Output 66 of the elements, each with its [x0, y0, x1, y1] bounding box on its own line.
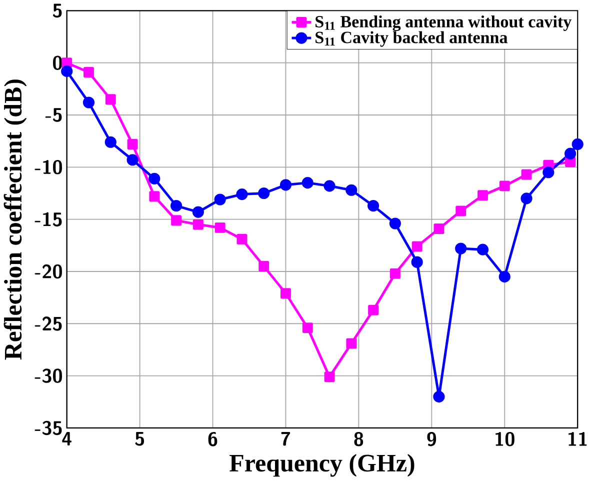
y-tick-label: 5 [52, 4, 62, 18]
point [476, 244, 489, 256]
point [390, 268, 400, 280]
point [324, 180, 336, 192]
point [84, 67, 94, 78]
point [433, 391, 445, 403]
y-tick-label: -35 [34, 421, 62, 436]
point [105, 94, 116, 105]
point [149, 191, 160, 202]
point [389, 218, 401, 230]
legend-label: S$_{11}$ Cavity backed antenna [316, 32, 508, 47]
point [542, 166, 554, 178]
point [368, 305, 379, 316]
point [258, 188, 270, 200]
point [280, 179, 292, 191]
point [564, 148, 576, 160]
point [148, 173, 160, 185]
point [236, 234, 248, 245]
point [192, 220, 204, 230]
legend-label: S$_{11}$ Bending antenna without cavity [316, 16, 572, 32]
x-axis-title: Frequency (GHz) [230, 454, 414, 477]
point [170, 200, 182, 212]
point [455, 242, 467, 255]
point [520, 192, 532, 204]
point [572, 138, 584, 150]
point [214, 194, 226, 206]
point [104, 136, 116, 148]
y-tick-label: -5 [45, 108, 62, 122]
point [521, 169, 532, 180]
x-tick-label: 4 [62, 432, 72, 446]
y-tick-label: -10 [34, 160, 62, 175]
point [214, 222, 226, 234]
point [258, 261, 270, 272]
x-tick-label: 6 [208, 432, 218, 446]
point [171, 215, 182, 226]
point [346, 338, 357, 349]
point [82, 96, 95, 109]
x-tick-label: 8 [354, 432, 364, 446]
y-tick-label: -30 [34, 368, 62, 384]
y-tick-label: -25 [34, 316, 62, 331]
point [302, 177, 314, 189]
y-tick-label: -20 [34, 264, 62, 279]
x-tick-label: 5 [135, 432, 144, 446]
point [302, 322, 313, 334]
x-tick-label: 10 [495, 432, 514, 446]
point [324, 372, 335, 382]
point [411, 256, 423, 268]
point [346, 184, 358, 196]
x-tick-label: 9 [427, 432, 436, 446]
point [478, 190, 488, 201]
point [456, 206, 466, 216]
point [127, 139, 138, 150]
point [498, 271, 510, 283]
x-tick-label: 11 [568, 432, 587, 446]
point [126, 154, 138, 166]
point [61, 66, 73, 78]
point [280, 288, 291, 299]
point [192, 206, 204, 218]
point [434, 224, 444, 234]
point [236, 188, 248, 200]
point [412, 241, 422, 252]
y-axis-title: Reflection coeffecient (dB) [4, 80, 27, 360]
point [368, 200, 380, 212]
y-tick-label: -15 [34, 212, 62, 227]
x-tick-label: 7 [281, 432, 290, 446]
point [499, 180, 510, 192]
